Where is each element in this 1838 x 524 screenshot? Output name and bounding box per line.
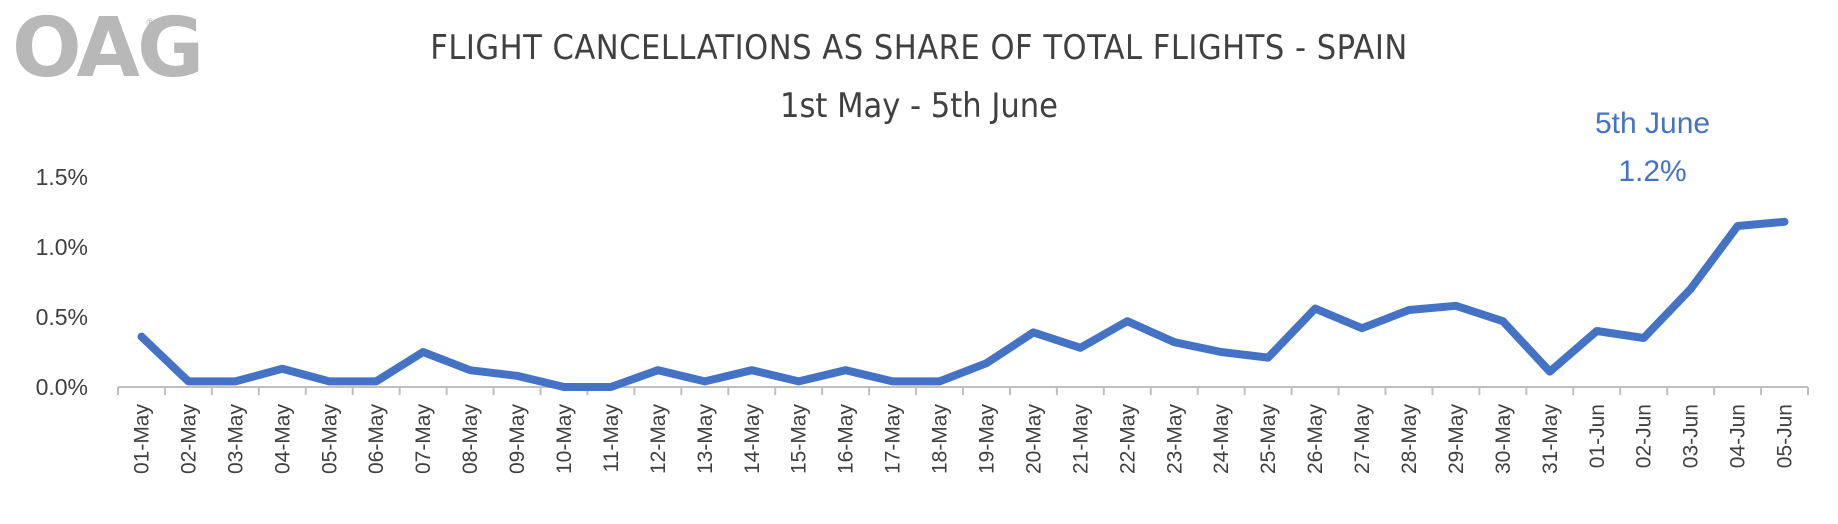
x-tick-label: 03-Jun	[1680, 404, 1703, 468]
x-tick-label: 25-May	[1257, 404, 1280, 475]
annotation-date: 5th June	[1595, 107, 1710, 140]
x-tick-label: 26-May	[1304, 404, 1327, 475]
y-tick-label: 1.5%	[36, 164, 88, 190]
x-tick-label: 23-May	[1163, 404, 1186, 475]
x-tick-label: 04-May	[271, 404, 294, 475]
x-tick-label: 29-May	[1445, 404, 1468, 475]
x-tick-label: 07-May	[412, 404, 435, 475]
x-tick-label: 15-May	[788, 404, 811, 475]
x-tick-label: 19-May	[975, 404, 998, 475]
x-tick-label: 14-May	[741, 404, 764, 475]
x-tick-label: 04-Jun	[1727, 404, 1750, 468]
x-tick-label: 06-May	[365, 404, 388, 475]
x-tick-label: 08-May	[459, 404, 482, 475]
chart-title: FLIGHT CANCELLATIONS AS SHARE OF TOTAL F…	[430, 28, 1408, 68]
x-tick-label: 20-May	[1022, 404, 1045, 475]
x-tick-label: 05-May	[318, 404, 341, 475]
x-tick-label: 24-May	[1210, 404, 1233, 475]
x-tick-label: 18-May	[929, 404, 952, 475]
y-tick-label: 0.0%	[36, 374, 88, 400]
x-tick-label: 22-May	[1116, 404, 1139, 475]
annotation-value: 1.2%	[1618, 155, 1686, 188]
x-tick-label: 10-May	[553, 404, 576, 475]
x-tick-label: 27-May	[1351, 404, 1374, 475]
x-tick-label: 30-May	[1492, 404, 1515, 475]
x-tick-label: 17-May	[882, 404, 905, 475]
x-tick-label: 31-May	[1539, 404, 1562, 475]
y-tick-label: 1.0%	[36, 234, 88, 260]
chart-subtitle: 1st May - 5th June	[780, 86, 1058, 126]
x-tick-label: 13-May	[694, 404, 717, 475]
x-tick-label: 16-May	[835, 404, 858, 475]
oag-logo: OAG	[12, 1, 204, 96]
registered-mark: ®	[145, 16, 156, 29]
x-tick-label: 11-May	[600, 404, 623, 473]
x-tick-label: 01-May	[130, 404, 153, 475]
x-tick-label: 03-May	[224, 404, 247, 475]
x-tick-label: 28-May	[1398, 404, 1421, 475]
x-tick-label: 21-May	[1069, 404, 1092, 475]
x-tick-label: 09-May	[506, 404, 529, 475]
x-tick-label: 05-Jun	[1774, 404, 1797, 468]
x-tick-label: 01-Jun	[1586, 404, 1609, 468]
series-line	[137, 217, 1789, 391]
x-tick-label: 02-May	[177, 404, 200, 475]
x-tick-label: 02-Jun	[1633, 404, 1656, 468]
y-tick-label: 0.5%	[36, 304, 88, 330]
x-tick-label: 12-May	[647, 404, 670, 475]
